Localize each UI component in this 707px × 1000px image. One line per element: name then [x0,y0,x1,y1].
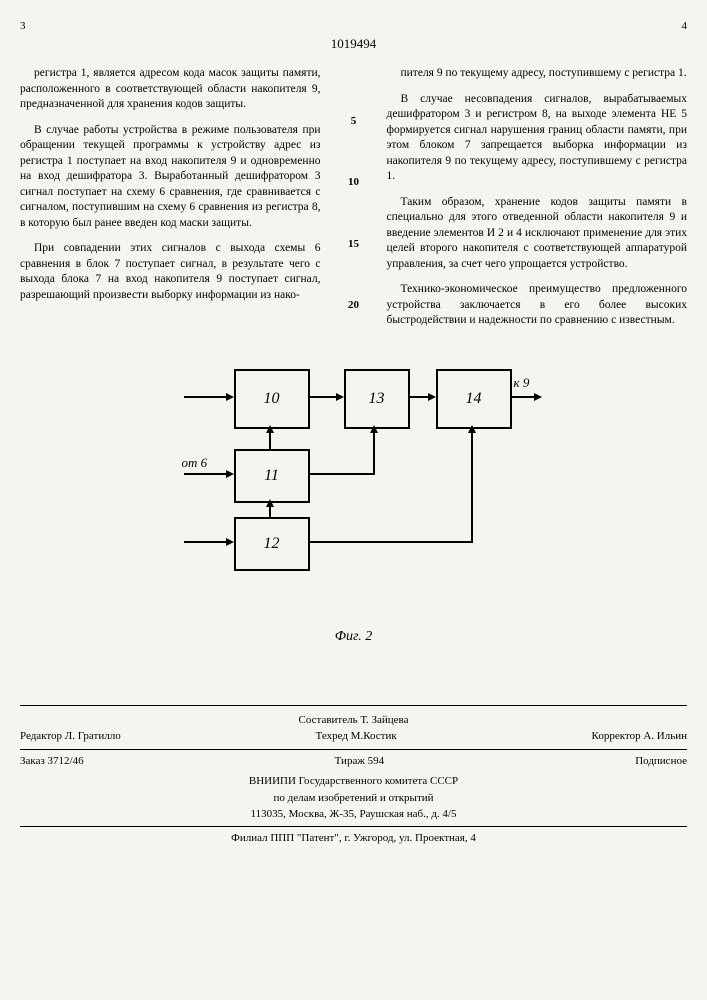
arrow-head [534,393,542,401]
label-k9: к 9 [514,375,530,391]
label-ot6: от 6 [182,455,208,471]
block-14: 14 [436,369,512,429]
arrow-line [184,396,232,398]
editor: Редактор Л. Гратилло [20,728,121,745]
paragraph: Таким образом, хранение кодов защиты пам… [387,195,688,273]
arrow-line [308,473,374,475]
text-columns: регистра 1, является адресом кода масок … [20,66,687,339]
figure-caption: Фиг. 2 [20,629,687,645]
arrow-head [370,425,378,433]
arrow-head [266,499,274,507]
block-11: 11 [234,449,310,503]
doc-number: 1019494 [20,36,687,52]
block-12: 12 [234,517,310,571]
paragraph: При совпадении этих сигналов с выхода сх… [20,241,321,303]
arrow-head [226,538,234,546]
branch: Филиал ППП "Патент", г. Ужгород, ул. Про… [20,830,687,847]
arrow-head [336,393,344,401]
block-10: 10 [234,369,310,429]
right-column: пителя 9 по текущему адресу, поступившем… [387,66,688,339]
paragraph: В случае несовпадения сигналов, вырабаты… [387,92,688,185]
page-num-right: 4 [682,20,688,32]
line-marker: 5 [345,114,363,129]
compiler: Составитель Т. Зайцева [20,712,687,729]
paragraph: В случае работы устройства в режиме поль… [20,123,321,232]
arrow-line [184,541,232,543]
block-diagram: 10 13 14 11 12 к 9 от 6 [174,369,534,589]
arrow-line [184,473,232,475]
arrow-line [471,427,473,543]
arrow-head [428,393,436,401]
block-13: 13 [344,369,410,429]
divider [20,749,687,750]
line-markers: 5 10 15 20 [345,66,363,339]
arrow-head [468,425,476,433]
page-num-left: 3 [20,20,26,32]
arrow-line [308,541,472,543]
techred: Техред М.Костик [316,728,397,745]
arrow-head [226,470,234,478]
address1: 113035, Москва, Ж-35, Раушская наб., д. … [20,806,687,823]
paragraph: Технико-экономическое преимущество предл… [387,282,688,329]
arrow-head [266,425,274,433]
arrow-head [226,393,234,401]
tirazh: Тираж 594 [335,753,385,770]
corrector: Корректор А. Ильин [592,728,687,745]
arrow-line [373,427,375,475]
line-marker: 15 [345,237,363,252]
subscription: Подписное [635,753,687,770]
paragraph: пителя 9 по текущему адресу, поступившем… [387,66,688,82]
divider [20,826,687,827]
line-marker: 20 [345,298,363,313]
org1: ВНИИПИ Государственного комитета СССР [20,773,687,790]
left-column: регистра 1, является адресом кода масок … [20,66,321,339]
footer: Составитель Т. Зайцева Редактор Л. Грати… [20,705,687,847]
line-marker: 10 [345,175,363,190]
paragraph: регистра 1, является адресом кода масок … [20,66,321,113]
order: Заказ 3712/46 [20,753,84,770]
org2: по делам изобретений и открытий [20,790,687,807]
